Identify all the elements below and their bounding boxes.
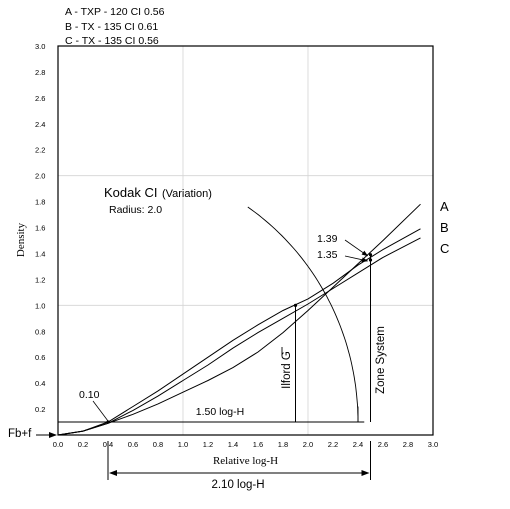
x-tick-label: 0.6 xyxy=(128,440,138,449)
reference-lines xyxy=(36,206,373,480)
y-tick-label: 3.0 xyxy=(35,42,45,51)
value-label-0-10: 0.10 xyxy=(79,389,100,401)
y-tick-label: 2.4 xyxy=(35,120,45,129)
y-tick-label: 1.4 xyxy=(35,249,45,258)
legend-entry-b: B - TX - 135 CI 0.61 xyxy=(65,20,159,33)
y-tick-label: 0.2 xyxy=(35,405,45,414)
y-tick-label: 2.8 xyxy=(35,68,45,77)
value-label-1-35: 1.35 xyxy=(317,249,338,261)
data-series xyxy=(57,203,421,436)
plot-frame xyxy=(57,45,434,436)
legend-entry-c: C - TX - 135 CI 0.56 xyxy=(65,35,159,47)
kodak-ci-label: Kodak CI (Variation) xyxy=(104,184,212,201)
y-axis-label: Density xyxy=(15,222,27,257)
kodak-ci-radius-arc xyxy=(247,206,359,422)
x-tick-label: 2.2 xyxy=(328,440,338,449)
x-tick-label: 0.0 xyxy=(53,440,63,449)
y-tick-label: 1.6 xyxy=(35,224,45,233)
y-tick-label: 1.0 xyxy=(35,301,45,310)
kodak-ci-variation: (Variation) xyxy=(162,188,212,200)
x-tick-label: 1.8 xyxy=(278,440,288,449)
value-label-1-39: 1.39 xyxy=(317,233,338,245)
x-tick-label: 1.0 xyxy=(178,440,188,449)
x-tick-label: 1.2 xyxy=(203,440,213,449)
kodak-ci-title: Kodak CI xyxy=(104,185,157,200)
legend-entry-a: A - TXP - 120 CI 0.56 xyxy=(65,6,165,18)
x-tick-label: 2.4 xyxy=(353,440,363,449)
x-tick-label: 3.0 xyxy=(428,440,438,449)
fb-plus-f-label: Fb+f xyxy=(8,428,32,440)
series-end-label-c: C xyxy=(440,241,449,256)
range-label-1-50: 1.50 log-H xyxy=(196,406,244,418)
zone-system-label: Zone System xyxy=(375,326,387,394)
leader-0-10 xyxy=(92,400,109,422)
y-tick-label: 1.2 xyxy=(35,275,45,284)
x-tick-label: 2.6 xyxy=(378,440,388,449)
ilford-g-label: Ilford G xyxy=(281,351,293,389)
leader-1-39 xyxy=(344,239,369,257)
radius-label: Radius: 2.0 xyxy=(109,204,162,216)
x-tick-label: 0.2 xyxy=(78,440,88,449)
range-label-2-10: 2.10 log-H xyxy=(211,479,264,491)
series-line-a xyxy=(57,203,421,436)
x-tick-label: 0.8 xyxy=(153,440,163,449)
x-tick-label: 1.6 xyxy=(253,440,263,449)
x-tick-label: 1.4 xyxy=(228,440,238,449)
y-tick-label: 0.4 xyxy=(35,379,45,388)
y-tick-label: 0.8 xyxy=(35,327,45,336)
x-tick-label: 2.8 xyxy=(403,440,413,449)
chart-legend: A - TXP - 120 CI 0.56 B - TX - 135 CI 0.… xyxy=(65,5,164,49)
y-tick-label: 2.2 xyxy=(35,146,45,155)
series-end-label-b: B xyxy=(440,220,449,235)
series-line-b xyxy=(57,228,421,436)
y-tick-label: 1.8 xyxy=(35,198,45,207)
reference-point-3 xyxy=(368,258,373,262)
x-axis-label: Relative log-H xyxy=(213,455,278,467)
series-line-c xyxy=(57,237,421,436)
y-tick-label: 2.6 xyxy=(35,94,45,103)
y-tick-label: 0.6 xyxy=(35,353,45,362)
reference-point-2 xyxy=(368,253,373,257)
x-tick-label: 2.0 xyxy=(303,440,313,449)
series-end-label-a: A xyxy=(440,199,449,214)
leader-1-35 xyxy=(344,255,369,263)
y-tick-label: 2.0 xyxy=(35,172,45,181)
